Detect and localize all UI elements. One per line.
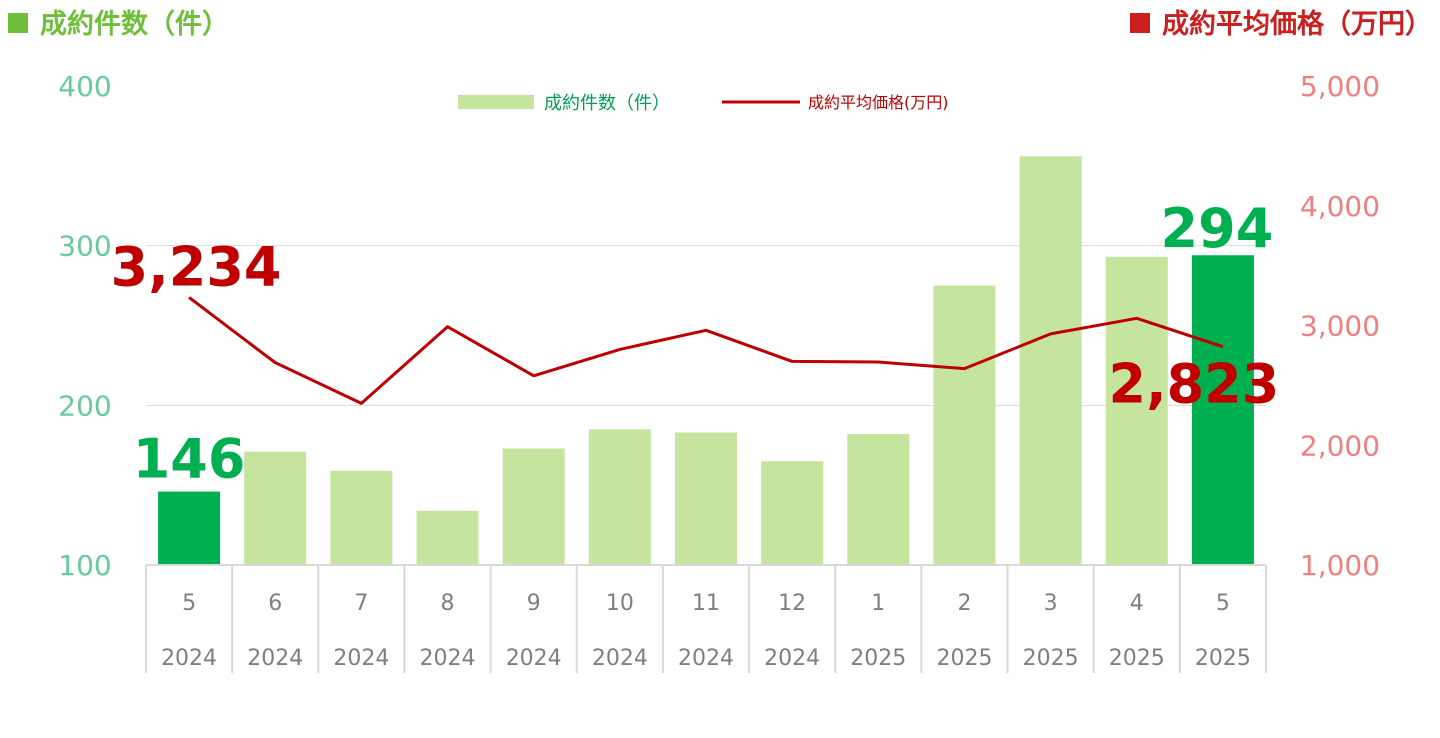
y-right-tick: 2,000 <box>1300 429 1380 462</box>
bar <box>330 470 393 565</box>
x-tick-month: 1 <box>871 591 885 616</box>
legend: 成約件数（件） 成約平均価格(万円) <box>458 93 949 114</box>
right-axis-header-label: 成約平均価格（万円） <box>1162 9 1432 40</box>
bar <box>933 285 996 565</box>
legend-bar-label: 成約件数（件） <box>544 93 670 114</box>
line-series <box>188 296 1224 405</box>
bar <box>675 432 737 565</box>
x-tick-year: 2024 <box>764 646 820 671</box>
y-right-tick: 3,000 <box>1300 310 1380 343</box>
bar <box>1019 156 1082 565</box>
x-tick-month: 3 <box>1044 591 1058 616</box>
bar <box>1105 256 1168 565</box>
data-label: 146 <box>133 428 246 491</box>
x-tick-year: 2024 <box>420 646 476 671</box>
green-square-icon <box>8 12 28 33</box>
bar <box>244 451 307 565</box>
x-tick-year: 2025 <box>1195 646 1251 671</box>
axes: 5202462024720248202492024102024112024122… <box>58 70 1380 673</box>
x-tick-year: 2024 <box>161 646 217 671</box>
left-axis-header: 成約件数（件） <box>8 2 229 41</box>
x-tick-year: 2025 <box>1109 646 1165 671</box>
legend-line-label: 成約平均価格(万円) <box>808 93 949 112</box>
y-right-tick: 4,000 <box>1300 190 1380 223</box>
x-tick-month: 7 <box>354 591 368 616</box>
x-tick-month: 12 <box>778 591 806 616</box>
left-axis-header-label: 成約件数（件） <box>40 9 229 40</box>
x-tick-year: 2024 <box>333 646 389 671</box>
legend-bar-swatch <box>458 95 534 109</box>
bar <box>502 448 565 565</box>
bar <box>761 461 824 565</box>
y-left-tick: 300 <box>58 230 111 263</box>
y-left-tick: 100 <box>58 549 111 582</box>
bar <box>588 429 651 565</box>
x-tick-year: 2025 <box>1023 646 1079 671</box>
x-tick-month: 5 <box>182 591 196 616</box>
x-tick-month: 9 <box>527 591 541 616</box>
y-right-tick: 1,000 <box>1300 549 1380 582</box>
x-tick-year: 2024 <box>247 646 303 671</box>
bar <box>158 491 221 565</box>
data-label: 294 <box>1161 197 1274 260</box>
right-axis-header: 成約平均価格（万円） <box>1130 2 1432 41</box>
red-square-icon <box>1130 12 1150 33</box>
x-tick-month: 2 <box>957 591 971 616</box>
x-tick-month: 5 <box>1216 591 1230 616</box>
x-tick-year: 2025 <box>936 646 992 671</box>
y-right-tick: 5,000 <box>1300 70 1380 103</box>
x-tick-month: 10 <box>606 591 634 616</box>
data-label: 3,234 <box>111 235 282 298</box>
x-tick-year: 2024 <box>678 646 734 671</box>
x-tick-year: 2024 <box>592 646 648 671</box>
bar-series <box>158 156 1254 565</box>
x-tick-month: 8 <box>441 591 455 616</box>
x-tick-year: 2024 <box>506 646 562 671</box>
bar <box>416 510 479 565</box>
x-tick-year: 2025 <box>850 646 906 671</box>
bar <box>1191 255 1254 565</box>
y-left-tick: 400 <box>58 70 111 103</box>
data-label: 2,823 <box>1109 353 1280 416</box>
x-tick-month: 4 <box>1130 591 1144 616</box>
bar <box>847 434 910 565</box>
data-labels: 146 294 3,234 2,823 <box>111 197 1280 490</box>
x-tick-month: 11 <box>692 591 720 616</box>
x-tick-month: 6 <box>268 591 282 616</box>
y-left-tick: 200 <box>58 389 111 422</box>
